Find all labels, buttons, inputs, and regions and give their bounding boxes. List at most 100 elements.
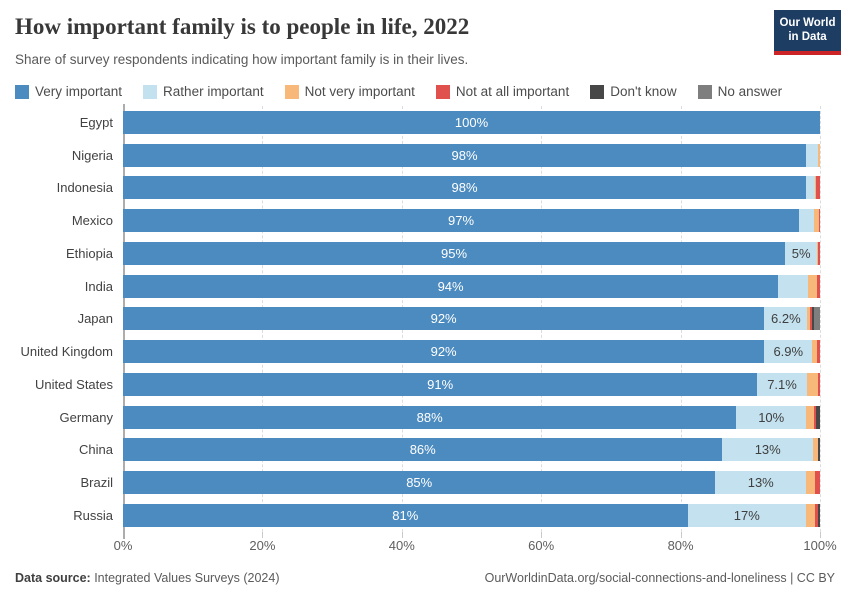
country-label[interactable]: Ethiopia (66, 245, 113, 261)
chart-row-indonesia: Indonesia 98% (0, 172, 850, 205)
bar-segment-not-very-important[interactable] (817, 241, 818, 265)
bar-segment-not-at-all-important[interactable] (814, 405, 816, 429)
country-label[interactable]: Brazil (80, 475, 113, 491)
data-source-label: Data source: (15, 571, 91, 585)
bar-segment-very-important[interactable]: 98% (123, 143, 807, 167)
bar-segment-very-important[interactable]: 92% (123, 307, 765, 331)
bar-segment-very-important[interactable]: 98% (123, 176, 807, 200)
chart-row-nigeria: Nigeria 98% (0, 139, 850, 172)
chart-row-united-states: United States 91% 7.1% (0, 368, 850, 401)
footer: Data source: Integrated Values Surveys (… (15, 571, 835, 585)
bar-segment-very-important[interactable]: 94% (123, 274, 779, 298)
bar-segment-not-very-important[interactable] (814, 209, 819, 233)
chart-row-egypt: Egypt 100% (0, 106, 850, 139)
legend-item-rather-important[interactable]: Rather important (143, 84, 264, 99)
bar-segment-not-very-important[interactable] (815, 176, 817, 200)
country-label[interactable]: Mexico (71, 213, 113, 229)
bar-segment-very-important[interactable]: 95% (123, 241, 786, 265)
axis-tick-60 (541, 532, 543, 538)
bar-track: 92% 6.2% (123, 307, 820, 331)
bar-segment-not-at-all-important[interactable] (810, 307, 812, 331)
x-tick-label-20: 20% (249, 538, 276, 553)
legend-label: Very important (35, 84, 123, 99)
bar-segment-not-at-all-important[interactable] (817, 372, 820, 396)
owid-logo-line2: in Data (788, 30, 827, 43)
bar-segment-not-very-important[interactable] (812, 340, 818, 364)
bar-segment-rather-important[interactable]: 5% (785, 241, 818, 265)
country-label[interactable]: China (79, 442, 113, 458)
legend-item-don-t-know[interactable]: Don't know (590, 84, 677, 99)
bar-segment-very-important[interactable]: 85% (123, 471, 716, 495)
bar-segment-very-important[interactable]: 100% (123, 110, 820, 134)
bar-segment-rather-important[interactable]: 13% (722, 438, 814, 462)
country-label[interactable]: Russia (73, 507, 113, 523)
bar-segment-don-t-know[interactable] (817, 438, 820, 462)
country-label[interactable]: Egypt (79, 114, 113, 130)
legend-item-not-at-all-important[interactable]: Not at all important (435, 84, 569, 99)
legend-label: Not very important (304, 84, 415, 99)
x-tick-label-80: 80% (667, 538, 694, 553)
bar-segment-not-at-all-important[interactable] (818, 209, 820, 233)
bar-segment-not-very-important[interactable] (808, 274, 817, 298)
legend-item-very-important[interactable]: Very important (15, 84, 122, 99)
bar-segment-rather-important[interactable] (778, 274, 809, 298)
bar-segment-don-t-know[interactable] (815, 405, 820, 429)
bar-secondary-value-label: 10% (758, 409, 785, 425)
owid-logo[interactable]: Our World in Data (774, 10, 841, 55)
legend-item-no-answer[interactable]: No answer (697, 84, 782, 99)
bar-segment-very-important[interactable]: 86% (123, 438, 723, 462)
bar-segment-not-very-important[interactable] (817, 143, 820, 167)
bar-segment-rather-important[interactable]: 13% (715, 471, 807, 495)
legend-swatch (435, 84, 450, 99)
bar-segment-not-very-important[interactable] (806, 471, 816, 495)
bar-segment-not-very-important[interactable] (806, 503, 816, 527)
bar-segment-very-important[interactable]: 81% (123, 503, 688, 527)
bar-segment-rather-important[interactable]: 6.2% (764, 307, 808, 331)
bar-segment-very-important[interactable]: 91% (123, 372, 758, 396)
chart-row-united-kingdom: United Kingdom 92% 6.9% (0, 335, 850, 368)
chart-row-germany: Germany 88% 10% (0, 401, 850, 434)
bar-segment-not-at-all-important[interactable] (817, 241, 820, 265)
bar-segment-no-answer[interactable] (814, 307, 820, 331)
bar-secondary-value-label: 5% (791, 245, 811, 261)
bar-segment-very-important[interactable]: 92% (123, 340, 765, 364)
bar-segment-rather-important[interactable]: 7.1% (757, 372, 807, 396)
bar-segment-don-t-know[interactable] (817, 503, 820, 527)
bar-segment-rather-important[interactable] (806, 176, 816, 200)
country-label[interactable]: United States (34, 376, 113, 392)
country-label[interactable]: India (84, 278, 113, 294)
bar-segment-rather-important[interactable] (806, 143, 818, 167)
legend-item-not-very-important[interactable]: Not very important (284, 84, 415, 99)
bar-secondary-value-label: 13% (754, 442, 781, 458)
bar-segment-not-very-important[interactable] (806, 405, 815, 429)
bar-segment-don-t-know[interactable] (811, 307, 815, 331)
bar-segment-rather-important[interactable]: 17% (687, 503, 807, 527)
bar-segment-not-at-all-important[interactable] (816, 274, 820, 298)
bar-segment-not-at-all-important[interactable] (815, 471, 820, 495)
bar-track: 94% (123, 274, 820, 298)
bar-track: 88% 10% (123, 405, 820, 429)
x-tick-label-0: 0% (113, 538, 133, 553)
x-tick-label-40: 40% (388, 538, 415, 553)
bar-segment-rather-important[interactable]: 6.9% (764, 340, 813, 364)
country-label[interactable]: Germany (59, 409, 113, 425)
bar-value-label: 97% (448, 213, 475, 229)
country-label[interactable]: Nigeria (71, 147, 113, 163)
bar-segment-rather-important[interactable] (799, 209, 815, 233)
country-label[interactable]: Japan (77, 311, 113, 327)
bar-segment-not-very-important[interactable] (807, 307, 811, 331)
bar-segment-not-at-all-important[interactable] (817, 340, 820, 364)
bar-segment-not-very-important[interactable] (813, 438, 818, 462)
footer-link[interactable]: OurWorldinData.org/social-connections-an… (484, 571, 835, 585)
country-label[interactable]: Indonesia (56, 180, 113, 196)
bar-segment-not-at-all-important[interactable] (815, 503, 818, 527)
bar-segment-not-very-important[interactable] (806, 372, 818, 396)
bar-segment-not-at-all-important[interactable] (816, 176, 820, 200)
bar-segment-very-important[interactable]: 88% (123, 405, 737, 429)
bar-segment-very-important[interactable]: 97% (123, 209, 800, 233)
bar-segment-rather-important[interactable]: 10% (736, 405, 807, 429)
axis-tick-40 (401, 532, 403, 538)
legend-swatch (590, 84, 605, 99)
country-label[interactable]: United Kingdom (20, 344, 114, 360)
